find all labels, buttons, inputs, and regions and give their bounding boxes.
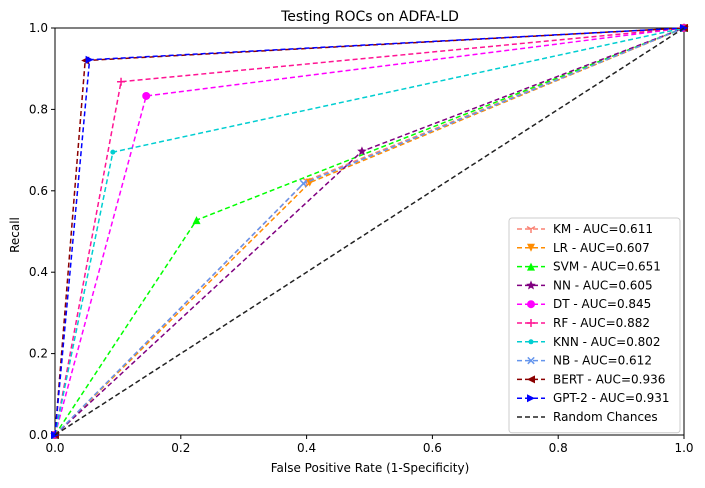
series-point xyxy=(85,55,94,64)
legend-label: LR - AUC=0.607 xyxy=(553,241,650,255)
y-tick-label: 0.4 xyxy=(29,265,48,279)
plot-area: 0.0 0.2 0.4 0.6 0.8 1.0 0.0 0.2 0.4 0.6 0.8 1.0 KM -… xyxy=(29,21,694,455)
x-tick-label: 0.8 xyxy=(549,441,568,455)
series-point xyxy=(357,146,367,156)
series-point xyxy=(110,149,116,155)
x-tick-label: 0.0 xyxy=(45,441,64,455)
x-tick-label: 0.4 xyxy=(297,441,316,455)
legend-marker xyxy=(526,280,536,290)
legend-marker xyxy=(527,262,535,271)
x-tick-label: 1.0 xyxy=(674,441,693,455)
legend-marker xyxy=(527,394,535,403)
legend-marker xyxy=(528,339,534,345)
legend-label: SVM - AUC=0.651 xyxy=(553,260,661,274)
y-axis-label: Recall xyxy=(8,217,22,253)
series-point xyxy=(142,91,151,100)
series-line xyxy=(54,27,685,436)
x-tick-label: 0.6 xyxy=(423,441,442,455)
series-point xyxy=(117,77,126,86)
legend-label: GPT-2 - AUC=0.931 xyxy=(553,391,669,405)
y-tick-label: 0.0 xyxy=(29,428,48,442)
legend-label: KNN - AUC=0.802 xyxy=(553,335,661,349)
series-line xyxy=(54,27,685,436)
x-axis-label: False Positive Rate (1-Specificity) xyxy=(271,461,470,475)
legend-label: NN - AUC=0.605 xyxy=(553,278,653,292)
series-line xyxy=(54,27,685,436)
legend-marker xyxy=(527,356,535,365)
y-tick-label: 0.6 xyxy=(29,184,48,198)
series-line xyxy=(54,27,685,436)
y-tick-label: 0.2 xyxy=(29,347,48,361)
legend: KM - AUC=0.611 LR - AUC=0.607 SVM - AUC=0.… xyxy=(508,217,681,434)
legend-label: DT - AUC=0.845 xyxy=(553,297,651,311)
legend-label: NB - AUC=0.612 xyxy=(553,354,652,368)
legend-marker xyxy=(527,300,535,309)
legend-label: Random Chances xyxy=(553,410,658,424)
legend-label: BERT - AUC=0.936 xyxy=(553,372,665,386)
legend-box xyxy=(508,217,681,434)
legend-marker xyxy=(527,243,535,252)
y-tick-label: 0.8 xyxy=(29,102,48,116)
y-tick-label: 1.0 xyxy=(29,21,48,35)
x-tick-label: 0.2 xyxy=(171,441,190,455)
chart-title: Testing ROCs on ADFA-LD xyxy=(280,9,459,25)
legend-label: KM - AUC=0.611 xyxy=(553,222,653,236)
plot-frame xyxy=(54,27,685,436)
series-point xyxy=(192,216,201,225)
legend-marker xyxy=(527,375,535,384)
legend-marker xyxy=(526,225,536,233)
series-point xyxy=(299,179,308,188)
legend-label: RF - AUC=0.882 xyxy=(553,316,650,330)
legend-marker xyxy=(527,319,535,327)
